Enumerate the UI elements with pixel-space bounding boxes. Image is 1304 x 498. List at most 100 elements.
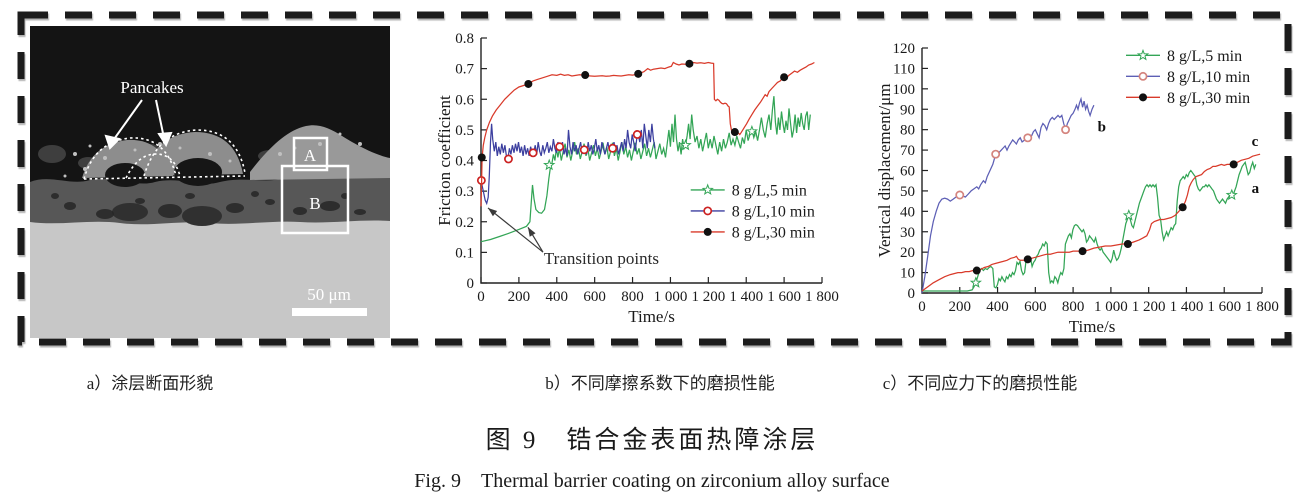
x-tick-label: 1 200 xyxy=(1132,299,1166,315)
y-tick-label: 0.8 xyxy=(455,31,474,47)
series-8 g/L,5 min xyxy=(480,96,811,243)
filled-circle-marker xyxy=(730,128,739,137)
open-circle-marker xyxy=(528,148,538,158)
curve-label-c: c xyxy=(1252,134,1259,150)
annotation-arrowhead xyxy=(488,207,498,217)
x-tick-label: 600 xyxy=(1024,299,1047,315)
y-tick-label: 30 xyxy=(900,225,915,241)
star-marker xyxy=(1122,208,1135,221)
x-tick-label: 1 800 xyxy=(805,289,839,305)
filled-circle-marker xyxy=(477,153,486,162)
x-tick-label: 1 600 xyxy=(767,289,801,305)
x-tick-label: 1 000 xyxy=(654,289,688,305)
legend-label: 8 g/L,5 min xyxy=(732,182,807,199)
curve-label-b: b xyxy=(1098,120,1106,136)
x-tick-label: 600 xyxy=(583,289,606,305)
x-tick-label: 200 xyxy=(508,289,531,305)
star-marker xyxy=(701,183,714,196)
y-axis-title: Vertical displacement/μm xyxy=(875,84,894,258)
filled-circle-marker xyxy=(780,73,789,82)
y-tick-label: 0.2 xyxy=(455,215,474,231)
series-8 g/L,30 min xyxy=(921,153,1261,292)
region-box-b xyxy=(280,164,350,235)
y-tick-label: 0.4 xyxy=(455,154,474,170)
caption-panel-a: a）涂层断面形貌 xyxy=(86,374,214,393)
y-tick-label: 50 xyxy=(900,184,915,200)
caption-panel-c: c）不同应力下的磨损性能 xyxy=(882,374,1078,393)
filled-circle-marker xyxy=(1178,203,1187,212)
vertical-displacement-chart: 0 200 400 600 800 1 000 1 200 1 400 1 600 1 800 0 1… xyxy=(875,41,1279,336)
y-tick-label: 0 xyxy=(908,286,916,302)
legend-label: 8 g/L,30 min xyxy=(1167,90,1250,107)
filled-circle-marker xyxy=(634,69,643,78)
caption-panel-b: b）不同摩擦系数下的磨损性能 xyxy=(545,374,775,393)
x-tick-label: 400 xyxy=(986,299,1009,315)
x-tick-label: 0 xyxy=(477,289,485,305)
series-8 g/L,5 min xyxy=(922,160,1257,292)
x-tick-label: 800 xyxy=(621,289,644,305)
sem-substrate xyxy=(30,220,390,338)
x-tick-label: 0 xyxy=(918,299,926,315)
x-tick-label: 1 000 xyxy=(1094,299,1128,315)
x-tick-label: 1 600 xyxy=(1207,299,1241,315)
star-marker xyxy=(1225,188,1238,201)
series-8 g/L,30 min xyxy=(480,61,815,207)
pancakes-arrows xyxy=(104,99,173,150)
open-circle-marker xyxy=(555,142,565,152)
y-tick-label: 90 xyxy=(900,102,915,118)
open-circle-marker xyxy=(632,130,642,139)
open-circle-marker xyxy=(579,145,589,155)
scale-bar xyxy=(292,308,367,316)
legend-label: 8 g/L,30 min xyxy=(732,224,815,241)
y-tick-label: 0.3 xyxy=(455,184,474,200)
filled-circle-marker xyxy=(685,59,694,68)
x-tick-label: 1 800 xyxy=(1245,299,1279,315)
curve-label-a: a xyxy=(1252,181,1260,197)
filled-circle-marker xyxy=(1229,160,1238,169)
filled-circle-marker xyxy=(581,71,590,80)
scale-bar-label: 50 μm xyxy=(307,285,351,304)
region-b-label: B xyxy=(309,194,320,213)
y-tick-label: 0.5 xyxy=(455,123,474,139)
y-tick-label: 70 xyxy=(900,143,915,159)
y-tick-label: 110 xyxy=(893,61,915,77)
annotation-arrow xyxy=(487,207,544,253)
open-circle-marker xyxy=(504,154,513,164)
legend-label: 8 g/L,10 min xyxy=(1167,69,1250,86)
region-a-label: A xyxy=(304,146,317,165)
y-tick-label: 100 xyxy=(893,82,916,98)
open-circle-marker xyxy=(955,190,965,200)
y-tick-label: 0.7 xyxy=(455,62,474,78)
open-circle-marker xyxy=(1023,133,1033,143)
y-tick-label: 0.6 xyxy=(455,92,474,108)
y-tick-label: 10 xyxy=(900,266,915,282)
sem-pancake-outlines xyxy=(83,129,246,180)
legend-label: 8 g/L,5 min xyxy=(1167,48,1242,65)
series-8 g/L,10 min xyxy=(480,123,656,206)
axes xyxy=(480,38,822,284)
filled-circle-marker xyxy=(1139,93,1147,102)
pancakes-label: Pancakes xyxy=(120,78,183,97)
star-marker xyxy=(745,124,759,137)
x-tick-label: 1 400 xyxy=(1170,299,1204,315)
figure-title-english: Fig. 9 Thermal barrier coating on zircon… xyxy=(414,470,890,492)
filled-circle-marker xyxy=(1023,255,1032,264)
open-circle-marker xyxy=(991,149,1001,159)
open-circle-marker xyxy=(703,206,713,216)
y-tick-label: 0.1 xyxy=(455,245,474,261)
open-circle-marker xyxy=(608,143,618,153)
y-tick-label: 60 xyxy=(900,164,915,180)
friction-coefficient-chart: 0 200 400 600 800 1 000 1 200 1 400 1 600 1 800 0 0… xyxy=(435,31,839,326)
region-box-a xyxy=(292,136,329,172)
star-marker xyxy=(543,158,556,171)
annotation-arrowhead xyxy=(527,227,536,237)
x-tick-label: 200 xyxy=(949,299,972,315)
y-tick-label: 40 xyxy=(900,204,915,220)
sem-micrograph-panel: Pancakes A B 50 μm xyxy=(30,26,390,338)
y-tick-label: 80 xyxy=(900,123,915,139)
sem-speckles xyxy=(63,132,362,178)
open-circle-marker xyxy=(1061,125,1071,135)
filled-circle-marker xyxy=(972,266,981,275)
y-tick-label: 0 xyxy=(467,276,475,292)
